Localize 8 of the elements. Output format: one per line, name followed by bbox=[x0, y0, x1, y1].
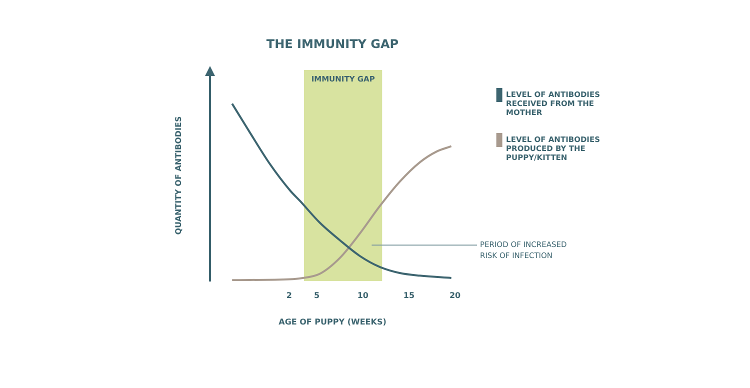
x-tick-label: 2 bbox=[286, 290, 292, 300]
chart-title: THE IMMUNITY GAP bbox=[266, 37, 399, 52]
y-axis-title: QUANTITY OF ANTIBODIES bbox=[174, 116, 183, 235]
x-tick-label: 20 bbox=[449, 290, 461, 300]
x-tick-label: 15 bbox=[403, 290, 415, 300]
x-tick-label: 10 bbox=[357, 290, 369, 300]
x-tick-label: 5 bbox=[314, 290, 320, 300]
x-axis-title: AGE OF PUPPY (WEEKS) bbox=[278, 317, 386, 326]
